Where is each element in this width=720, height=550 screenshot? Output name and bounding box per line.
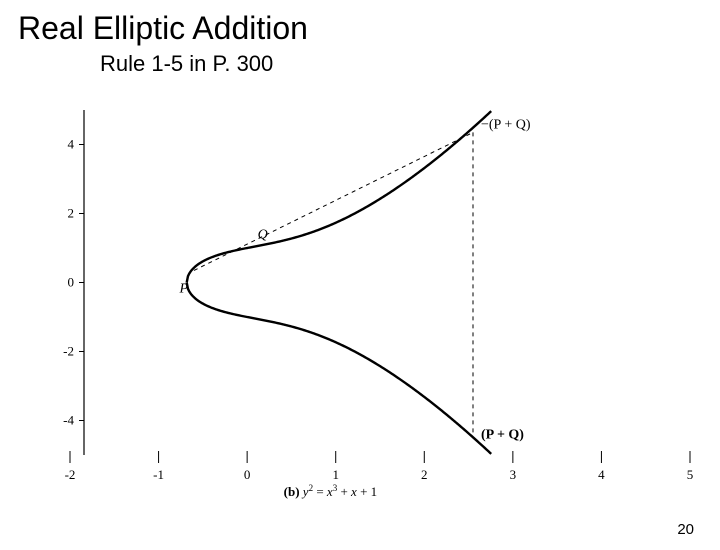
page-title: Real Elliptic Addition bbox=[18, 10, 720, 47]
svg-text:4: 4 bbox=[598, 467, 605, 482]
svg-text:0: 0 bbox=[68, 275, 75, 290]
svg-text:5: 5 bbox=[687, 467, 694, 482]
svg-text:-4: -4 bbox=[63, 413, 74, 428]
svg-text:2: 2 bbox=[68, 206, 75, 221]
page-number: 20 bbox=[677, 521, 694, 538]
svg-text:-1: -1 bbox=[153, 467, 164, 482]
svg-text:1: 1 bbox=[332, 467, 339, 482]
svg-text:(b) y2 = x3 + x + 1: (b) y2 = x3 + x + 1 bbox=[284, 483, 378, 499]
svg-text:P: P bbox=[178, 281, 188, 296]
svg-text:3: 3 bbox=[510, 467, 517, 482]
svg-text:-2: -2 bbox=[65, 467, 76, 482]
svg-text:0: 0 bbox=[244, 467, 251, 482]
svg-text:−(P + Q): −(P + Q) bbox=[481, 117, 531, 132]
svg-text:-2: -2 bbox=[63, 344, 74, 359]
svg-text:Q: Q bbox=[258, 227, 268, 242]
page-subtitle: Rule 1-5 in P. 300 bbox=[100, 51, 720, 77]
svg-text:(P + Q): (P + Q) bbox=[481, 428, 524, 443]
elliptic-curve-plot: -4 -2 0 2 4 -2 -1 0 1 2 3 4 5 P Q −(P + Q) (P + Q) (b) y2… bbox=[20, 100, 700, 500]
svg-text:2: 2 bbox=[421, 467, 428, 482]
svg-text:4: 4 bbox=[68, 137, 75, 152]
